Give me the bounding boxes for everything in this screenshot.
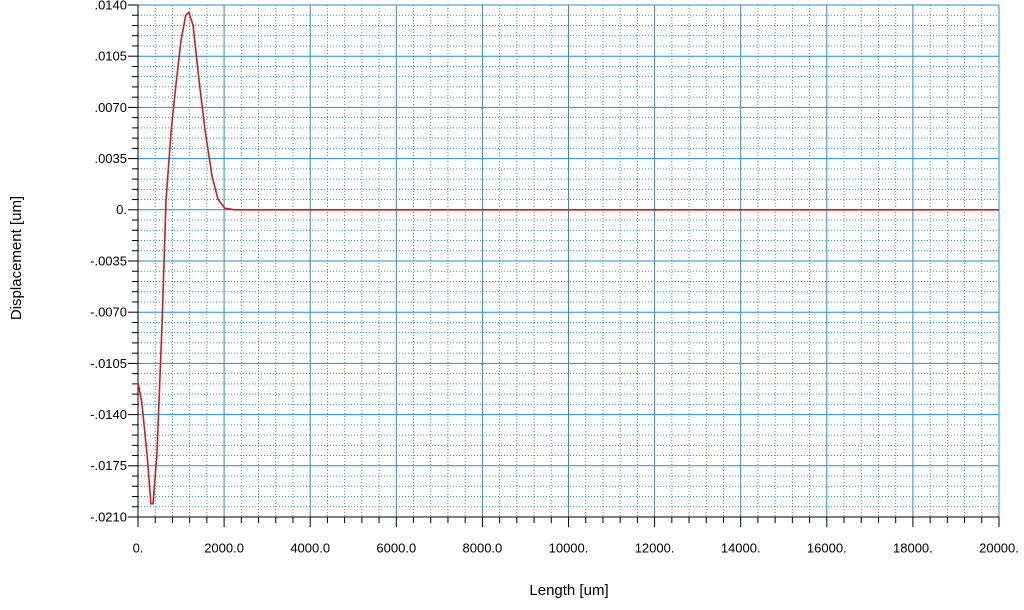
x-tick-label: 6000.0 (376, 540, 416, 555)
data-line (137, 11, 999, 505)
y-axis-label: Displacement [um] (8, 196, 25, 320)
x-tick-label: 4000.0 (290, 540, 330, 555)
y-tick-label: -.0070 (90, 305, 127, 320)
y-tick-label: .0105 (94, 49, 127, 64)
y-tick-label: .0140 (94, 0, 127, 12)
x-axis-label: Length [um] (529, 582, 608, 599)
x-tick-label: 18000. (893, 540, 933, 555)
y-tick-label: -.0210 (90, 509, 127, 524)
y-tick-label: .0070 (94, 100, 127, 115)
x-tick-label: 2000.0 (204, 540, 244, 555)
x-tick-label: 0. (133, 540, 144, 555)
x-tick-label: 8000.0 (463, 540, 503, 555)
x-tick-label: 16000. (807, 540, 847, 555)
y-tick-label: .0035 (94, 151, 127, 166)
x-tick-label: 12000. (635, 540, 675, 555)
x-tick-label: 20000. (979, 540, 1019, 555)
x-tick-label: 10000. (549, 540, 589, 555)
y-tick-label: -.0105 (90, 356, 127, 371)
y-tick-label: -.0035 (90, 253, 127, 268)
y-tick-label: -.0175 (90, 458, 127, 473)
y-tick-label: -.0140 (90, 407, 127, 422)
x-tick-label: 14000. (721, 540, 761, 555)
y-tick-label: 0. (116, 202, 127, 217)
